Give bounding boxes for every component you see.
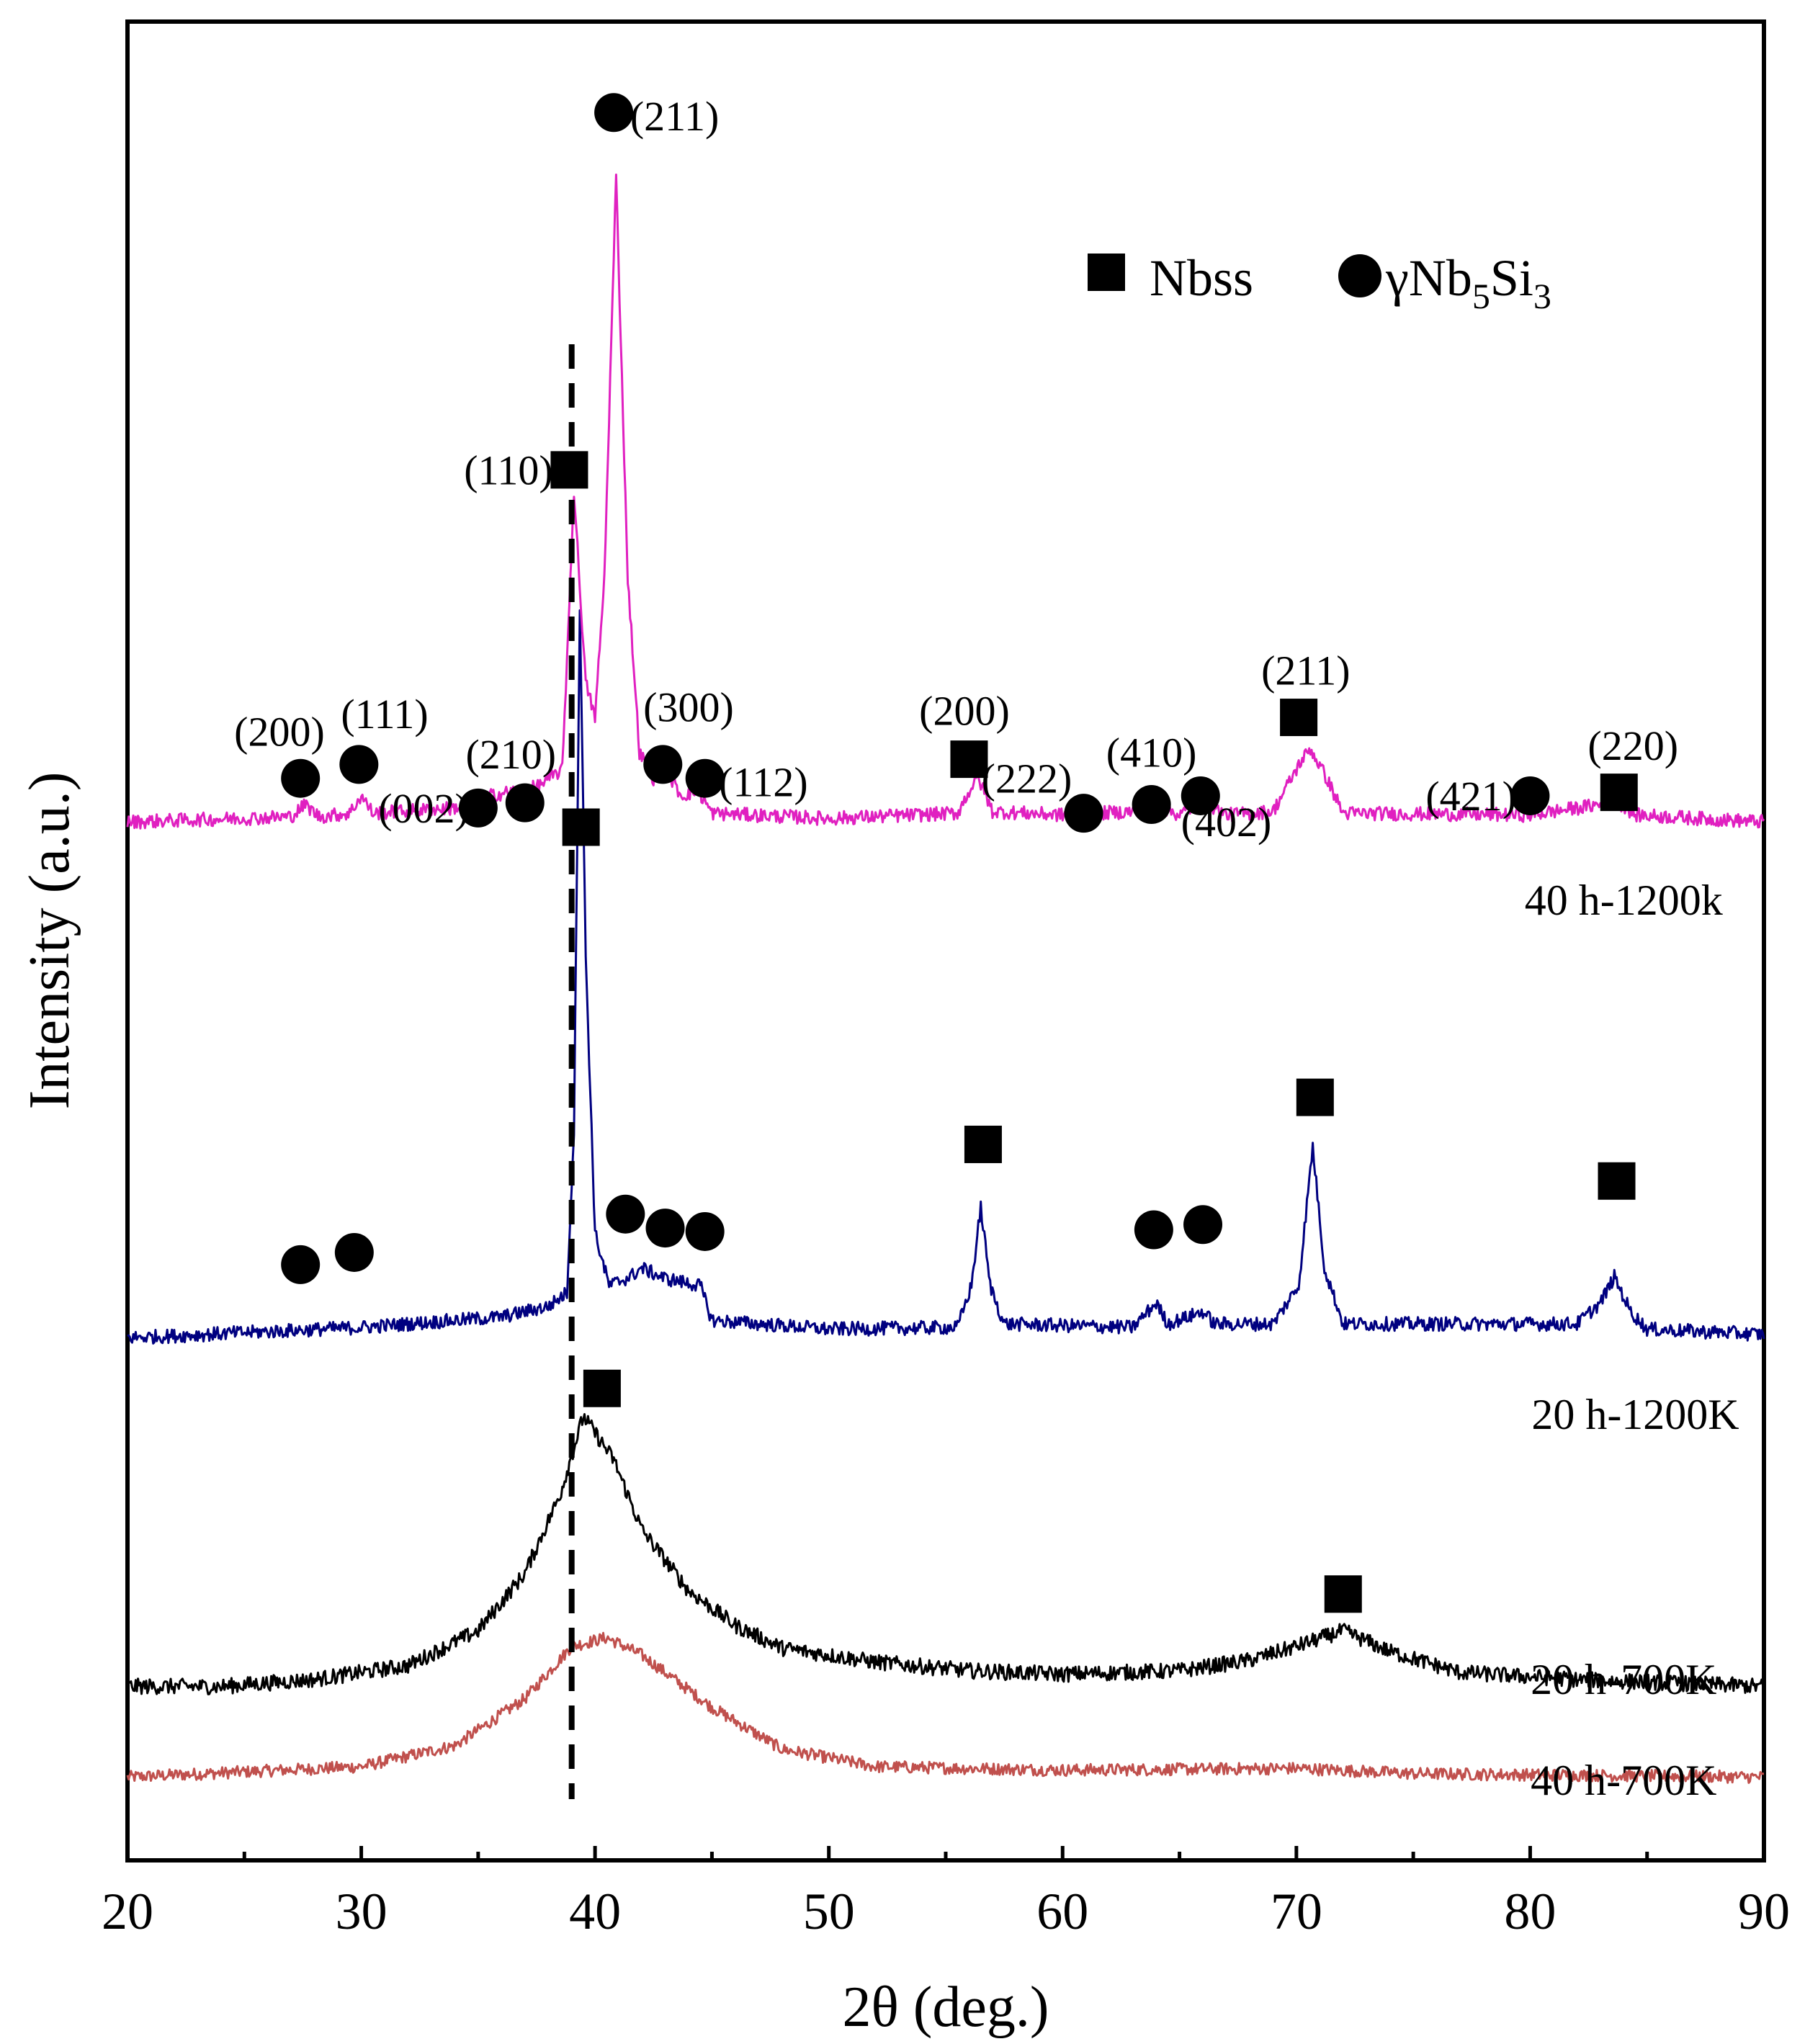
nb5si3-circle-marker-20-h-1200k-3 [281, 1245, 321, 1284]
series-20-h-1200k [127, 609, 1765, 1345]
series-layer [126, 174, 1765, 1784]
x-tick-label-50: 50 [803, 1883, 855, 1940]
nb5si3-circle-marker-40-h-1200k-11 [1132, 785, 1171, 825]
legend: Nbss γNb5Si3 [1088, 249, 1551, 316]
legend-nb5si3-label: γNb5Si3 [1385, 249, 1551, 316]
peak-label-40-h-1200k-5: (002) [378, 785, 469, 832]
nb5si3-circle-marker-40-h-1200k-7 [643, 745, 683, 784]
legend-nb5si3-sub2: 3 [1533, 276, 1551, 316]
peak-label-40-h-1200k-8: (112) [719, 759, 807, 806]
x-tick-label-20: 20 [102, 1883, 153, 1940]
peak-label-40-h-1200k-15: (220) [1587, 722, 1678, 769]
peak-label-40-h-1200k-7: (300) [643, 684, 734, 731]
peak-label-40-h-1200k-4: (111) [341, 691, 428, 738]
sample-label-layer: 40 h-1200k 20 h-1200K 20 h-700K 40 h-700K [1525, 877, 1739, 1804]
sample-label-40-h-700k: 40 h-700K [1531, 1757, 1716, 1804]
nbss-square-marker-40-h-1200k-1 [550, 451, 588, 489]
legend-circle-marker [1338, 254, 1381, 297]
nb5si3-circle-marker-40-h-1200k-12 [1181, 776, 1220, 815]
sample-label-40-h-1200k: 40 h-1200k [1525, 877, 1723, 924]
series-40-h-700k [126, 1631, 1765, 1784]
legend-nb5si3-si: Si [1490, 249, 1533, 307]
legend-nb5si3-main: γNb [1385, 249, 1472, 307]
nb5si3-circle-marker-40-h-1200k-14 [1510, 776, 1550, 815]
peak-label-40-h-1200k-12: (402) [1181, 799, 1272, 846]
peak-label-40-h-1200k-3: (200) [234, 708, 325, 755]
x-tick-label-70: 70 [1271, 1883, 1322, 1940]
nb5si3-circle-marker-40-h-1200k-3 [281, 758, 321, 798]
nb5si3-circle-marker-40-h-1200k-0 [594, 93, 634, 133]
nb5si3-circle-marker-20-h-1200k-7 [685, 1211, 725, 1251]
nb5si3-circle-marker-20-h-1200k-9 [1183, 1205, 1223, 1245]
x-tick-label-90: 90 [1738, 1883, 1790, 1940]
sample-label-20-h-1200k: 20 h-1200K [1531, 1391, 1739, 1438]
nbss-square-marker-20-h-700k-0 [583, 1369, 621, 1407]
peak-label-40-h-1200k-14: (421) [1425, 773, 1516, 820]
peak-label-40-h-1200k-13: (211) [1261, 647, 1350, 694]
legend-nb5si3-sub1: 5 [1472, 276, 1490, 316]
peak-label-40-h-1200k-10: (222) [982, 756, 1072, 802]
nbss-square-marker-20-h-1200k-0 [964, 1125, 1002, 1163]
x-tick-label-80: 80 [1504, 1883, 1556, 1940]
nb5si3-circle-marker-40-h-1200k-5 [458, 788, 498, 828]
nbss-square-marker-20-h-700k-1 [1324, 1575, 1362, 1613]
nb5si3-circle-marker-20-h-1200k-8 [1134, 1210, 1173, 1250]
peak-label-40-h-1200k-1: (110) [464, 447, 552, 493]
x-tick-label-30: 30 [336, 1883, 388, 1940]
nbss-square-marker-20-h-1200k-2 [1598, 1162, 1636, 1200]
x-tick-label-60: 60 [1036, 1883, 1088, 1940]
peak-label-40-h-1200k-11: (410) [1106, 729, 1197, 776]
nb5si3-circle-marker-20-h-1200k-5 [606, 1194, 645, 1234]
y-axis-label: Intensity (a.u.) [18, 772, 81, 1110]
nb5si3-circle-marker-40-h-1200k-10 [1064, 794, 1103, 833]
x-axis-ticks: 20 30 40 50 60 70 80 90 [102, 1846, 1790, 1940]
nb5si3-circle-marker-40-h-1200k-4 [339, 745, 379, 784]
peak-label-40-h-1200k-6: (210) [465, 731, 556, 778]
nbss-square-marker-40-h-1200k-13 [1280, 699, 1318, 737]
nbss-square-marker-20-h-1200k-1 [1296, 1078, 1334, 1116]
peak-label-40-h-1200k-0: (211) [630, 93, 719, 140]
nb5si3-circle-marker-20-h-1200k-6 [645, 1209, 685, 1248]
x-axis-label: 2θ (deg.) [842, 1976, 1049, 2039]
nb5si3-circle-marker-40-h-1200k-8 [685, 758, 725, 798]
legend-square-marker [1088, 254, 1125, 291]
nbss-square-marker-40-h-1200k-2 [562, 808, 600, 846]
series-40-h-1200k [126, 174, 1765, 830]
nbss-square-marker-40-h-1200k-15 [1600, 774, 1638, 812]
legend-nbss-label: Nbss [1150, 249, 1253, 307]
nbss-square-marker-40-h-1200k-9 [950, 740, 988, 779]
series-20-h-700k [126, 1413, 1765, 1695]
nb5si3-circle-marker-20-h-1200k-4 [334, 1232, 374, 1272]
x-tick-label-40: 40 [569, 1883, 621, 1940]
peak-label-40-h-1200k-9: (200) [919, 687, 1010, 734]
nb5si3-circle-marker-40-h-1200k-6 [505, 783, 545, 822]
sample-label-20-h-700k: 20 h-700K [1531, 1656, 1716, 1703]
peak-marker-layer: (211) (110) (200) (111) (002) (210) (300) (112)… [234, 93, 1678, 1613]
